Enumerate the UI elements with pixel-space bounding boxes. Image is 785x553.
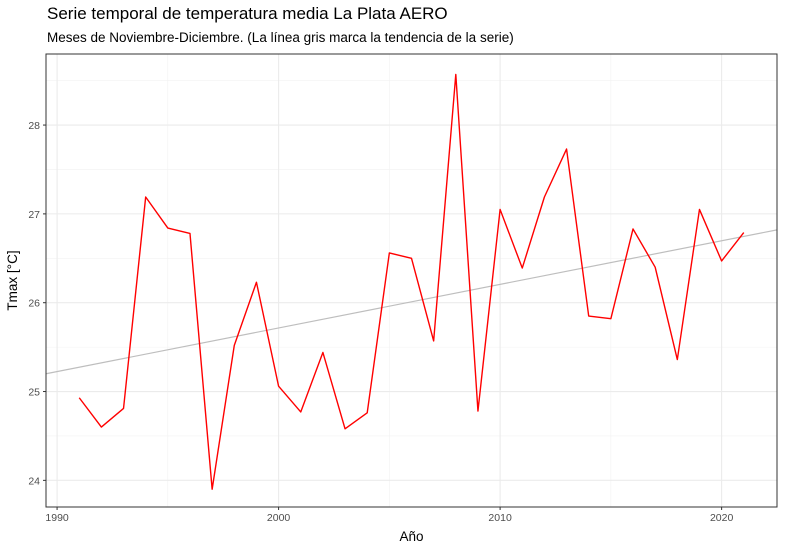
x-axis: 1990 2000 2010 2020 xyxy=(45,507,733,524)
y-tick-label: 25 xyxy=(28,387,40,399)
trend-layer xyxy=(45,229,778,375)
x-tick-label: 2000 xyxy=(267,512,291,524)
y-axis: 24 25 26 27 28 xyxy=(28,120,46,487)
chart-subtitle: Meses de Noviembre-Diciembre. (La línea … xyxy=(47,30,514,45)
chart-title: Serie temporal de temperatura media La P… xyxy=(47,4,448,23)
y-tick-label: 26 xyxy=(28,298,40,310)
plot-background xyxy=(46,54,777,507)
series-line xyxy=(78,73,745,490)
y-tick-label: 27 xyxy=(28,209,40,221)
y-tick-label: 24 xyxy=(28,475,40,487)
y-axis-title: Tmax [°C] xyxy=(5,250,20,310)
plot-border xyxy=(45,53,778,508)
series-layer xyxy=(78,73,745,490)
x-tick-label: 1990 xyxy=(45,512,69,524)
x-tick-label: 2020 xyxy=(710,512,734,524)
trend-line xyxy=(45,229,778,375)
y-tick-label: 28 xyxy=(28,120,40,132)
grid-major xyxy=(46,54,777,507)
x-axis-title: Año xyxy=(399,529,423,544)
x-tick-label: 2010 xyxy=(488,512,512,524)
